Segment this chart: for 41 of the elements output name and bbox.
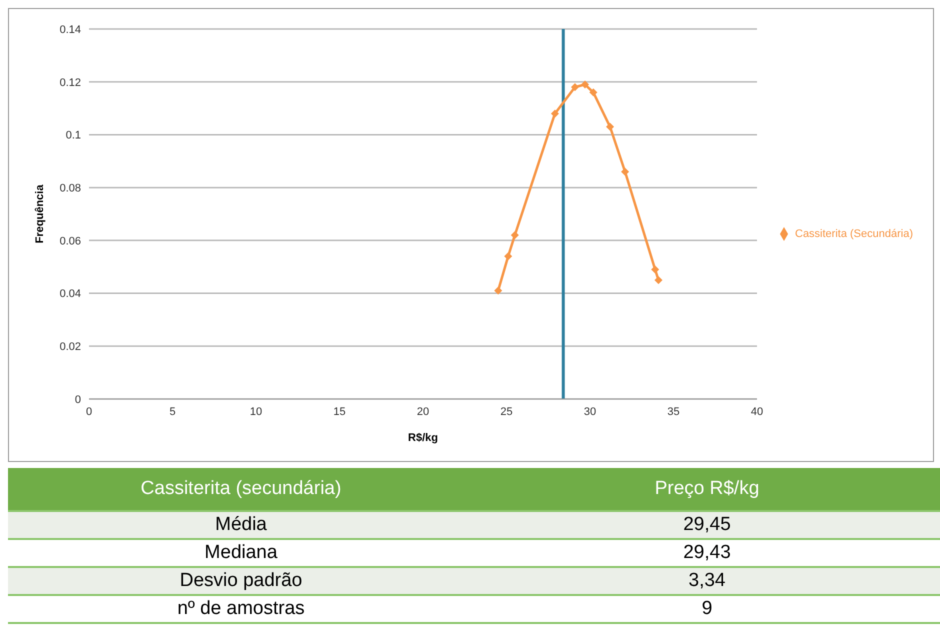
point	[606, 122, 614, 131]
y-tick-label: 0.08	[60, 182, 81, 194]
y-axis-title: Frequência	[34, 184, 46, 244]
y-tick-label: 0.1	[66, 130, 81, 142]
y-tick-label: 0.02	[60, 341, 81, 354]
y-tick-label: 0	[74, 394, 81, 406]
point	[510, 231, 519, 240]
point	[494, 286, 502, 295]
x-axis-title: R$/kg	[408, 432, 438, 444]
x-tick-label: 15	[333, 406, 346, 418]
x-tick-label: 25	[500, 406, 513, 418]
x-tick-label: 20	[416, 406, 430, 418]
text: Desvio padrão	[178, 569, 304, 593]
y-tick-label: 0.06	[60, 235, 81, 248]
point	[504, 252, 512, 260]
point	[580, 80, 589, 88]
x-tick-label: 0	[86, 406, 92, 418]
x-tick-label: 30	[584, 406, 596, 418]
text: 3,34	[688, 569, 726, 593]
text: Média	[214, 513, 268, 537]
x-tick-label: 40	[750, 406, 764, 418]
x-tick-label: 35	[667, 406, 680, 418]
y-tick-label: 0.14	[60, 24, 81, 36]
point	[550, 110, 559, 118]
text: Mediana	[204, 541, 278, 565]
text: 9	[700, 597, 714, 621]
y-tick-label: 0.12	[60, 76, 81, 89]
point	[654, 276, 662, 284]
text: Cassiterita (secundária)	[140, 477, 342, 501]
y-tick-label: 0.04	[60, 288, 81, 300]
point	[621, 168, 630, 176]
x-tick-label: 10	[250, 406, 262, 418]
point	[570, 83, 579, 92]
point	[651, 266, 660, 274]
text: nº de amostras	[176, 597, 306, 621]
text: 29,45	[682, 513, 732, 537]
text: 29,43	[682, 541, 732, 565]
point	[589, 88, 598, 96]
text: Preço R$/kg	[654, 477, 760, 501]
x-tick-label: 5	[169, 406, 176, 418]
legend-label: Cassiterita (Secundária)	[795, 228, 913, 240]
